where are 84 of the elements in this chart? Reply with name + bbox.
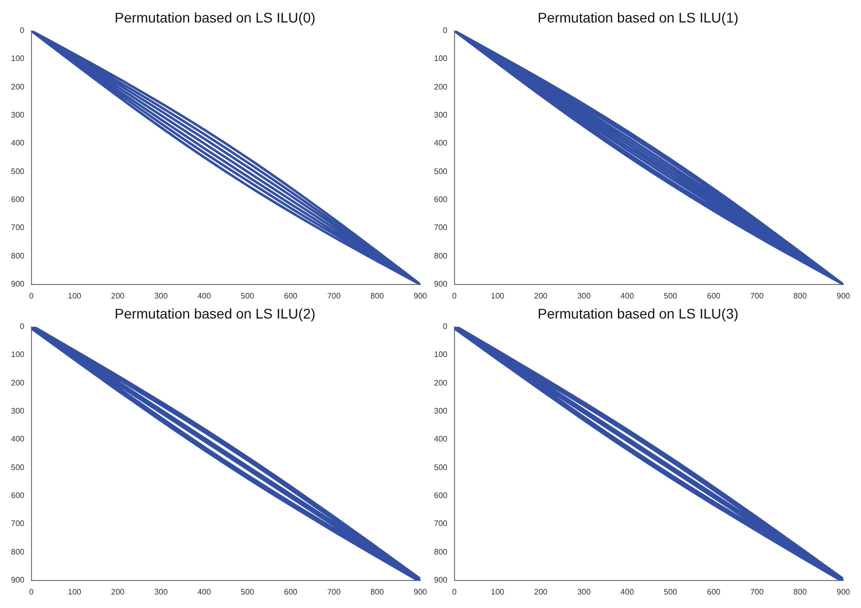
x-tick-label: 300 (577, 291, 592, 300)
x-tick-label: 600 (284, 291, 298, 300)
x-tick-label: 400 (620, 291, 634, 300)
x-tick-label: 900 (836, 291, 851, 300)
y-tick-label: 200 (10, 378, 25, 388)
y-tick-label: 900 (10, 280, 25, 289)
x-tick-label: 900 (836, 587, 851, 596)
y-tick-label: 500 (10, 166, 25, 176)
chart-title: Permutation based on LS ILU(1) (538, 9, 738, 26)
y-tick-label: 800 (434, 251, 448, 260)
x-tick-label: 700 (750, 291, 764, 300)
y-tick-label: 800 (10, 547, 25, 556)
x-tick-label: 800 (370, 291, 384, 300)
x-tick-label: 100 (68, 587, 82, 596)
y-tick-label: 800 (434, 547, 448, 556)
x-tick-label: 800 (370, 587, 384, 596)
y-tick-label: 600 (10, 195, 25, 204)
x-tick-label: 600 (706, 587, 721, 596)
x-tick-label: 500 (664, 291, 678, 300)
y-tick-label: 0 (20, 322, 25, 332)
chart-title: Permutation based on LS ILU(3) (538, 305, 738, 322)
y-tick-label: 700 (434, 519, 448, 528)
y-tick-label: 600 (10, 491, 25, 500)
x-tick-label: 400 (198, 587, 212, 596)
x-tick-label: 800 (793, 291, 808, 300)
x-tick-label: 0 (29, 291, 34, 300)
y-tick-label: 300 (10, 406, 25, 416)
x-tick-label: 900 (414, 587, 428, 596)
y-tick-label: 600 (434, 195, 448, 204)
y-tick-label: 700 (10, 223, 25, 232)
chart-title: Permutation based on LS ILU(0) (114, 9, 316, 26)
x-tick-label: 500 (240, 291, 255, 300)
y-tick-label: 100 (434, 350, 448, 360)
x-tick-label: 500 (240, 587, 255, 596)
x-tick-label: 400 (198, 291, 212, 300)
y-tick-label: 300 (10, 110, 25, 120)
x-tick-label: 200 (111, 587, 126, 596)
y-tick-label: 200 (434, 82, 448, 92)
y-tick-label: 600 (434, 491, 448, 500)
x-tick-label: 700 (327, 587, 342, 596)
x-tick-label: 900 (414, 291, 428, 300)
y-tick-label: 200 (434, 378, 448, 388)
y-tick-label: 400 (10, 138, 25, 148)
x-tick-label: 300 (577, 587, 592, 596)
y-tick-label: 300 (434, 406, 448, 416)
y-tick-label: 500 (434, 462, 448, 472)
x-tick-label: 200 (111, 291, 126, 300)
x-tick-label: 800 (793, 587, 808, 596)
y-tick-label: 900 (434, 576, 448, 585)
x-tick-label: 0 (29, 587, 34, 596)
x-tick-label: 300 (154, 291, 168, 300)
x-tick-label: 300 (154, 587, 168, 596)
x-tick-label: 700 (327, 291, 342, 300)
x-tick-label: 200 (534, 291, 548, 300)
y-tick-label: 400 (434, 138, 448, 148)
y-tick-label: 700 (10, 519, 25, 528)
chart-title: Permutation based on LS ILU(2) (114, 305, 316, 322)
x-tick-label: 0 (452, 587, 458, 596)
y-tick-label: 400 (434, 434, 448, 444)
y-tick-label: 500 (10, 462, 25, 472)
y-tick-label: 500 (434, 166, 448, 176)
y-tick-label: 900 (434, 280, 448, 289)
y-tick-label: 300 (434, 110, 448, 120)
x-tick-label: 400 (620, 587, 634, 596)
y-tick-label: 100 (10, 350, 25, 360)
y-tick-label: 100 (434, 54, 448, 64)
y-tick-label: 400 (10, 434, 25, 444)
x-tick-label: 200 (534, 587, 548, 596)
y-tick-label: 900 (10, 576, 25, 585)
y-tick-label: 200 (10, 82, 25, 92)
y-tick-label: 0 (442, 322, 448, 332)
x-tick-label: 0 (452, 291, 458, 300)
y-tick-label: 0 (442, 26, 448, 36)
y-tick-label: 800 (10, 251, 25, 260)
y-tick-label: 100 (10, 54, 25, 64)
x-tick-label: 500 (664, 587, 678, 596)
x-tick-label: 600 (284, 587, 298, 596)
x-tick-label: 100 (490, 587, 505, 596)
x-tick-label: 600 (706, 291, 721, 300)
x-tick-label: 700 (750, 587, 764, 596)
y-tick-label: 0 (20, 26, 25, 36)
y-tick-label: 700 (434, 223, 448, 232)
x-tick-label: 100 (68, 291, 82, 300)
x-tick-label: 100 (490, 291, 505, 300)
